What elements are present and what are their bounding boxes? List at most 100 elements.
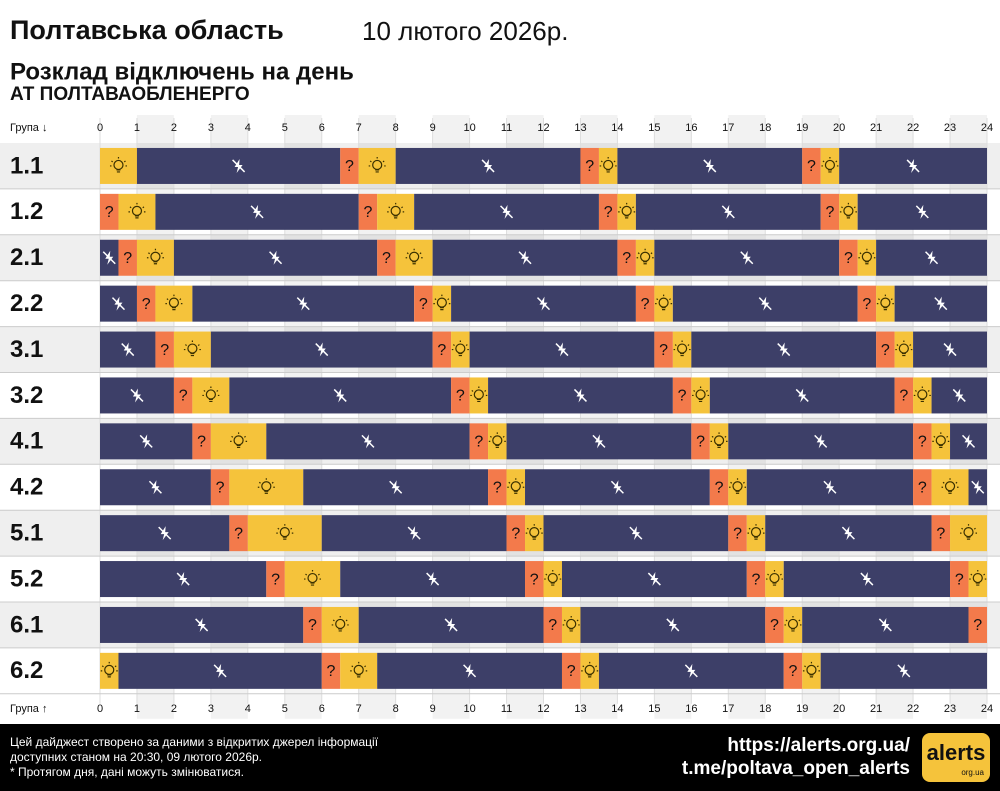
segment (913, 469, 932, 506)
cross (915, 205, 929, 219)
no-power-icon (703, 158, 717, 173)
segment (100, 193, 119, 230)
segment (635, 285, 655, 322)
footer-link[interactable]: t.me/poltava_open_alerts (682, 758, 910, 779)
footer-note: Цей дайджест створено за даними з відкри… (10, 735, 379, 749)
maybe-label: ? (437, 342, 446, 359)
x-tick-label: 0 (97, 703, 103, 715)
bulb-base (495, 444, 500, 448)
bulb-icon (876, 294, 894, 311)
segment (913, 377, 932, 414)
group-label: 3.1 (10, 336, 43, 363)
segment (506, 515, 526, 552)
no-power-icon (158, 526, 172, 541)
cross (296, 297, 310, 311)
group-label: 6.1 (10, 611, 43, 638)
cross (647, 572, 661, 586)
maybe-label: ? (715, 479, 724, 496)
no-power-icon (361, 434, 375, 449)
bulb-rays (100, 661, 118, 672)
no-power-icon (232, 158, 246, 173)
bulb-base (264, 490, 269, 494)
bulb-rays (599, 156, 617, 167)
bulb-icon (599, 156, 617, 173)
x-tick-label: 16 (685, 703, 697, 715)
bulb-icon (451, 340, 469, 357)
segment (377, 239, 396, 276)
segment (857, 285, 877, 322)
segment (451, 331, 470, 368)
bulb-icon (405, 248, 423, 265)
x-tick-label: 5 (282, 703, 288, 715)
maybe-label: ? (179, 388, 188, 405)
bulb-rays (183, 340, 201, 351)
bulb-base (587, 674, 592, 678)
x-tick-label: 6 (319, 122, 325, 134)
cross (481, 159, 495, 173)
group-label: 1.2 (10, 198, 43, 225)
maybe-label: ? (844, 250, 853, 267)
maybe-label: ? (382, 250, 391, 267)
group-label: Група ↑ (10, 703, 47, 715)
x-tick-label: 3 (208, 703, 214, 715)
x-tick-label: 22 (907, 122, 919, 134)
bulb-base (698, 398, 703, 403)
maybe-label: ? (105, 204, 114, 221)
bulb-icon (960, 524, 978, 540)
bulb-icon (969, 570, 987, 586)
bulb-rays (525, 524, 543, 534)
maybe-label: ? (123, 250, 132, 267)
group-label: 4.1 (10, 428, 43, 455)
segment (358, 193, 378, 230)
maybe-label: ? (363, 204, 372, 221)
no-power-icon (463, 663, 477, 678)
cross (666, 618, 680, 632)
cross (463, 664, 477, 678)
bulb-base (208, 398, 213, 403)
bulb-base (772, 582, 777, 586)
subtitle: Розклад відключень на день (10, 58, 354, 85)
maybe-label: ? (678, 388, 687, 405)
segment (728, 469, 747, 506)
bulb-base (282, 536, 287, 540)
segment (192, 377, 230, 414)
footer-link[interactable]: https://alerts.org.ua/ (727, 735, 910, 756)
maybe-label: ? (807, 158, 816, 175)
bulb-base (754, 536, 759, 540)
segment (672, 377, 692, 414)
bulb-base (107, 674, 112, 678)
maybe-label: ? (142, 296, 151, 313)
bulb-rays (109, 156, 127, 167)
segment (913, 423, 932, 460)
maybe-label: ? (733, 525, 742, 542)
bulb-base (356, 674, 361, 678)
segment (598, 147, 618, 184)
segment (931, 423, 951, 460)
x-tick-label: 20 (833, 703, 845, 715)
no-power-icon (573, 388, 587, 403)
segment (432, 285, 452, 322)
x-tick-label: 9 (430, 703, 436, 715)
bulb-rays (673, 340, 691, 351)
segment (358, 147, 396, 184)
cross (860, 572, 874, 586)
segment (155, 331, 174, 368)
bulb-rays (858, 248, 876, 259)
cross (952, 388, 966, 402)
no-power-icon (629, 526, 643, 541)
no-power-icon (121, 342, 135, 357)
bulb-base (153, 261, 158, 265)
segment (672, 331, 692, 368)
footer-note: * Протягом дня, дані можуть змінюватися. (10, 765, 244, 779)
cross (740, 251, 754, 265)
chart-title: Полтавська область (10, 15, 284, 45)
segment (118, 239, 137, 276)
x-tick-label: 14 (611, 703, 623, 715)
bulb-base (190, 352, 195, 357)
segment (543, 561, 562, 598)
segment (284, 561, 341, 598)
segment (783, 652, 803, 689)
maybe-label: ? (622, 250, 631, 267)
group-label: 2.2 (10, 290, 43, 317)
maybe-label: ? (327, 663, 336, 680)
